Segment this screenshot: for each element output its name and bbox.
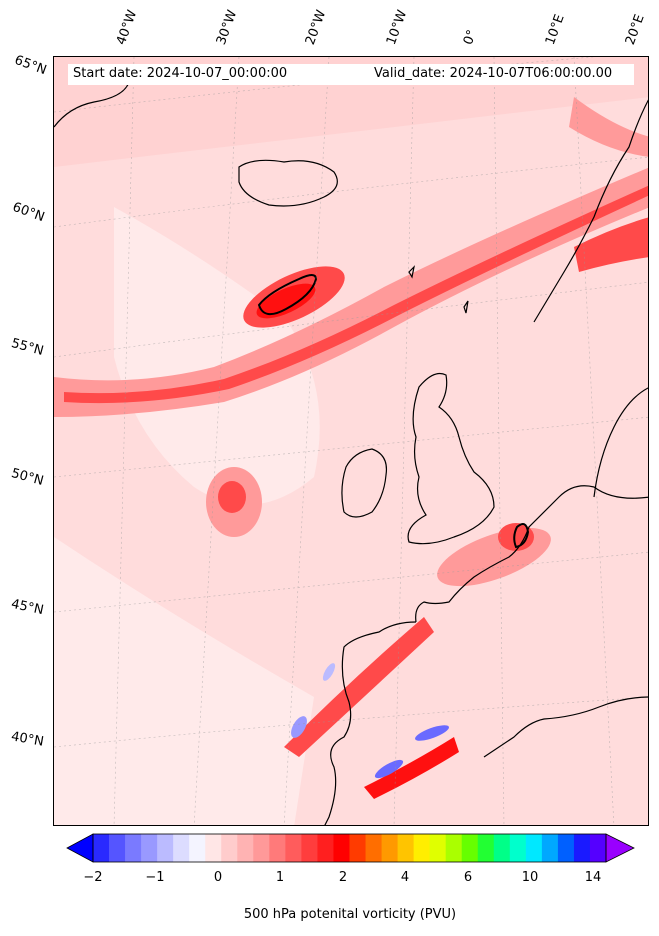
date-header <box>68 64 634 85</box>
colorbar-cell <box>221 834 238 862</box>
pv-streamer-north <box>574 217 648 272</box>
pv-contour-2 <box>513 522 530 549</box>
lat-label-45n: 45°N <box>9 596 45 619</box>
colorbar-cell <box>525 834 543 862</box>
colorbar-cell <box>397 834 415 862</box>
lon-label-40w: 40°W <box>113 8 141 47</box>
pv-negative <box>322 663 336 681</box>
colorbar-cell <box>429 834 447 862</box>
map-panel <box>53 56 649 826</box>
colorbar-cell <box>381 834 399 862</box>
pv-streamer-south <box>284 617 434 757</box>
pv-negative <box>374 759 404 779</box>
pv-streamer-ne <box>569 97 648 157</box>
pv-max-iceland-core <box>256 283 316 319</box>
colorbar-cell <box>205 834 222 862</box>
start-date-label: Start date: 2024-10-07_00:00:00 <box>73 66 288 81</box>
colorbar-cell <box>285 834 302 862</box>
colorbar-cell <box>349 834 367 862</box>
colorbar-label: 500 hPa potenital vorticity (PVU) <box>243 907 457 922</box>
lat-label-40n: 40°N <box>9 729 45 750</box>
pv-channel <box>437 527 551 587</box>
lon-label-20w: 20°W <box>302 8 330 47</box>
pv-contour-2 <box>257 274 318 316</box>
colorbar-cell <box>461 834 479 862</box>
pv-cutoff-core <box>218 481 246 513</box>
colorbar-cell <box>589 834 607 862</box>
lat-label-60n: 60°N <box>10 199 47 226</box>
colorbar-cell <box>541 834 559 862</box>
lat-label-65n: 65°N <box>12 52 49 79</box>
lat-label-50n: 50°N <box>9 466 46 489</box>
colorbar-cell <box>301 834 318 862</box>
cb-tick: 1 <box>275 870 285 885</box>
colorbar-cell <box>253 834 270 862</box>
pv-channel-core <box>498 523 534 551</box>
colorbar-cell <box>445 834 463 862</box>
colorbar-cell <box>93 834 110 862</box>
colorbar-cell <box>573 834 591 862</box>
lon-label-10w: 10°W <box>383 8 411 47</box>
colorbar-cell <box>509 834 527 862</box>
lat-label-55n: 55°N <box>9 336 46 359</box>
pv-negative <box>414 725 450 741</box>
cb-tick: −2 <box>83 870 103 885</box>
colorbar-cell <box>269 834 286 862</box>
colorbar-frame <box>92 833 607 863</box>
colorbar-cell <box>237 834 254 862</box>
lon-label-10e: 10°E <box>542 12 568 48</box>
colorbar-cell <box>125 834 142 862</box>
coastlines <box>54 81 648 825</box>
cb-tick: 10 <box>521 870 539 885</box>
colorbar-cell <box>493 834 511 862</box>
colorbar-cell <box>413 834 431 862</box>
cb-tick: −1 <box>145 870 165 885</box>
colorbar-cell <box>557 834 575 862</box>
colorbar <box>66 833 635 863</box>
cb-tick: 2 <box>338 870 348 885</box>
cb-tick: 4 <box>400 870 410 885</box>
lon-label-30w: 30°W <box>213 8 241 47</box>
light-field-patch <box>114 207 320 505</box>
colorbar-cell <box>317 834 334 862</box>
valid-date-label: Valid_date: 2024-10-07T06:00:00.00 <box>374 66 613 81</box>
colorbar-cell <box>477 834 495 862</box>
lon-label-20e: 20°E <box>622 12 648 48</box>
pv-negative <box>291 716 307 738</box>
colorbar-cell <box>189 834 206 862</box>
cb-tick: 6 <box>463 870 473 885</box>
cb-tick: 14 <box>584 870 602 885</box>
colorbar-cell <box>365 834 383 862</box>
lon-label-0: 0° <box>460 27 481 47</box>
pv-streamer-south-2 <box>364 737 459 799</box>
pv-field <box>54 57 648 825</box>
colorbar-cell <box>157 834 174 862</box>
colorbar-cell <box>333 834 350 862</box>
colorbar-cell <box>173 834 190 862</box>
colorbar-cell <box>109 834 126 862</box>
colorbar-cell <box>141 834 158 862</box>
pv-streamer <box>54 167 648 417</box>
cb-tick: 0 <box>213 870 223 885</box>
colorbar-min-arrow <box>66 833 94 863</box>
light-field-patch <box>54 537 314 825</box>
colorbar-max-arrow <box>605 833 635 863</box>
